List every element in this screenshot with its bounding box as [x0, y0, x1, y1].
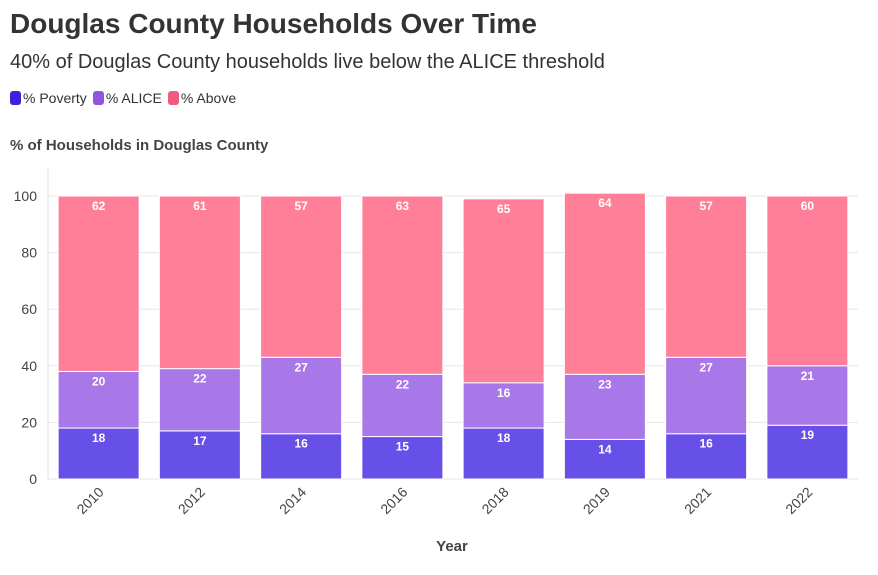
- data-label: 18: [497, 431, 511, 445]
- x-tick-label: 2021: [681, 484, 714, 517]
- y-tick-label: 20: [21, 414, 37, 430]
- data-label: 22: [396, 377, 410, 391]
- x-tick-label: 2018: [478, 484, 511, 517]
- data-label: 14: [598, 442, 612, 456]
- bar-poverty: [158, 430, 241, 480]
- data-label: 21: [801, 369, 815, 383]
- bar-above: [158, 195, 241, 370]
- bar-poverty: [361, 436, 444, 480]
- legend-poverty: % Poverty: [10, 90, 87, 106]
- legend-label: % Above: [180, 90, 237, 106]
- data-label: 57: [294, 199, 308, 213]
- legend-swatch-alice: [92, 91, 104, 105]
- legend: % Poverty % ALICE % Above: [10, 90, 236, 106]
- chart-title: Douglas County Households Over Time: [10, 8, 537, 39]
- bar-alice: [462, 382, 545, 429]
- data-label: 22: [193, 372, 207, 386]
- bar-poverty: [665, 433, 748, 480]
- bar-poverty: [766, 424, 849, 480]
- bar-alice: [158, 368, 241, 432]
- data-label: 19: [801, 428, 815, 442]
- y-axis-title: % of Households in Douglas County: [10, 137, 269, 154]
- x-tick-label: 2014: [276, 484, 309, 517]
- y-tick-label: 80: [21, 245, 37, 261]
- bar-alice: [665, 356, 748, 435]
- data-label: 27: [294, 360, 308, 374]
- chart-subtitle: 40% of Douglas County households live be…: [10, 51, 605, 73]
- legend-above: % Above: [167, 90, 237, 106]
- bar-above: [361, 195, 444, 375]
- bar-above: [260, 195, 343, 358]
- y-tick-label: 40: [21, 358, 37, 374]
- data-label: 15: [396, 440, 410, 454]
- y-tick-label: 100: [14, 188, 38, 204]
- bar-poverty: [260, 433, 343, 480]
- x-tick-label: 2022: [782, 484, 815, 517]
- data-label: 63: [396, 199, 410, 213]
- legend-swatch-poverty: [10, 91, 21, 105]
- data-label: 16: [294, 437, 308, 451]
- bar-alice: [563, 373, 646, 440]
- data-label: 16: [699, 437, 713, 451]
- data-label: 60: [801, 199, 815, 213]
- data-label: 62: [92, 199, 106, 213]
- data-label: 64: [598, 196, 612, 210]
- bar-poverty: [563, 438, 646, 480]
- data-label: 27: [699, 360, 713, 374]
- bar-alice: [57, 370, 140, 429]
- x-tick-label: 2016: [377, 484, 410, 517]
- bar-alice: [361, 373, 444, 438]
- data-label: 17: [193, 434, 207, 448]
- data-label: 20: [92, 374, 106, 388]
- data-label: 57: [699, 199, 713, 213]
- bar-above: [57, 195, 140, 372]
- y-tick-label: 60: [21, 301, 37, 317]
- data-label: 65: [497, 202, 511, 216]
- y-tick-label: 0: [29, 471, 37, 487]
- bar-above: [462, 198, 545, 384]
- data-label: 23: [598, 377, 612, 391]
- bar-above: [563, 192, 646, 375]
- legend-swatch-above: [167, 91, 179, 105]
- bar-above: [665, 195, 748, 358]
- data-label: 61: [193, 199, 207, 213]
- legend-alice: % ALICE: [92, 90, 162, 106]
- legend-label: % Poverty: [23, 90, 87, 106]
- bar-poverty: [462, 427, 545, 480]
- x-tick-label: 2012: [175, 484, 208, 517]
- x-tick-label: 2010: [73, 484, 106, 517]
- x-tick-label: 2019: [580, 484, 613, 517]
- x-axis-title: Year: [436, 538, 468, 555]
- bar-poverty: [57, 427, 140, 480]
- data-label: 16: [497, 386, 511, 400]
- legend-label: % ALICE: [105, 90, 162, 106]
- bar-above: [766, 195, 849, 367]
- bar-alice: [766, 365, 849, 426]
- data-label: 18: [92, 431, 106, 445]
